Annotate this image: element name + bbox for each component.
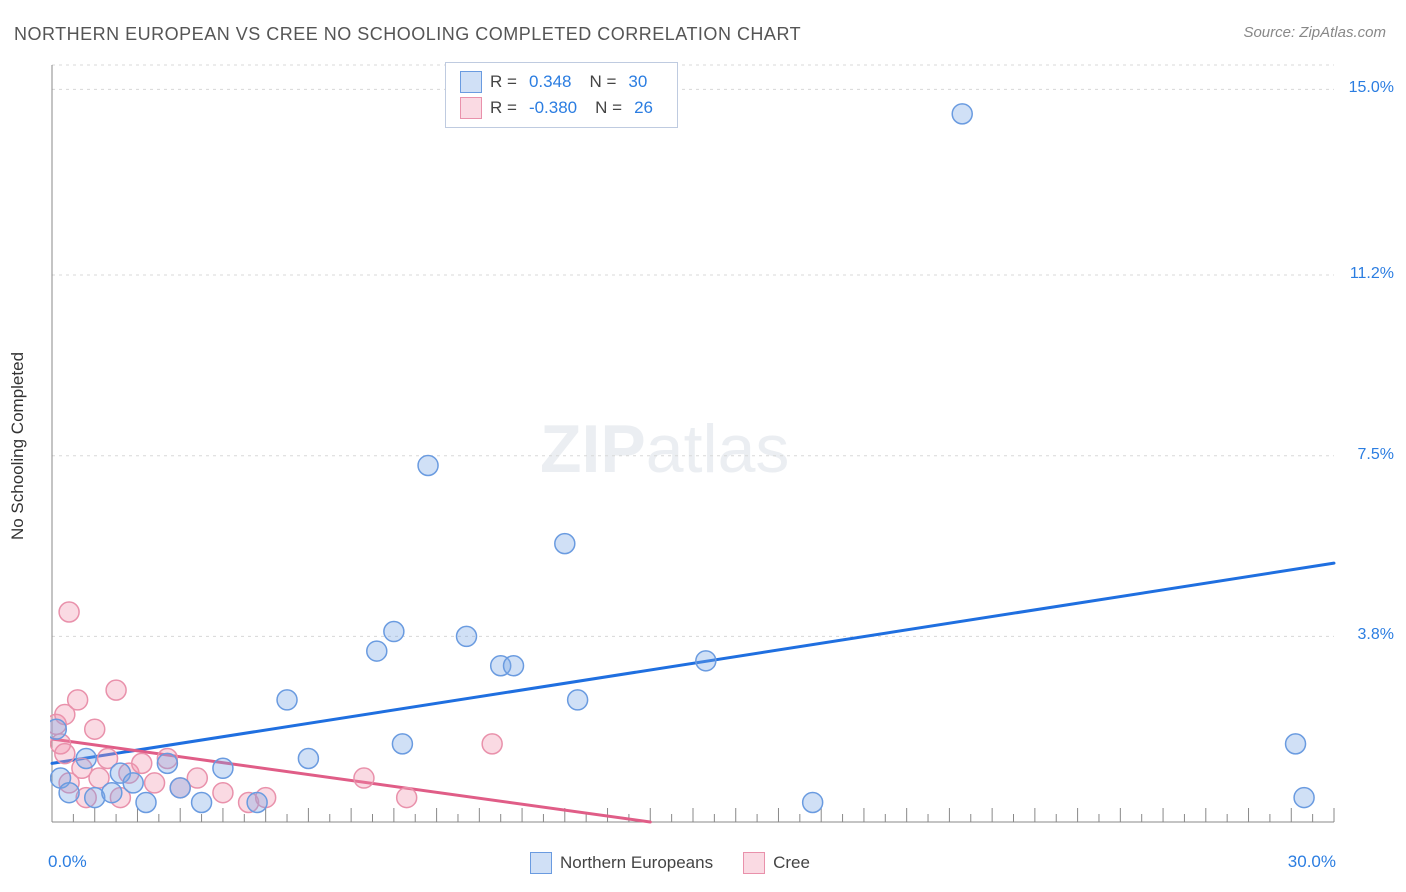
y-axis-label: No Schooling Completed xyxy=(8,352,28,540)
legend-label-series2: Cree xyxy=(773,853,810,873)
x-axis-max-label: 30.0% xyxy=(1288,852,1336,872)
legend-item-series2: Cree xyxy=(743,852,810,874)
r-value-series1: 0.348 xyxy=(529,69,572,95)
source-attribution: Source: ZipAtlas.com xyxy=(1243,24,1386,41)
x-axis-min-label: 0.0% xyxy=(48,852,87,872)
legend-swatch-series1 xyxy=(530,852,552,874)
n-value-series1: 30 xyxy=(628,69,647,95)
scatter-chart xyxy=(50,60,1336,832)
n-value-series2: 26 xyxy=(634,95,653,121)
legend-swatch-series2 xyxy=(743,852,765,874)
series-legend: Northern Europeans Cree xyxy=(530,852,810,874)
swatch-series1 xyxy=(460,71,482,93)
stats-row-series2: R = -0.380 N = 26 xyxy=(460,95,663,121)
y-tick-label: 3.8% xyxy=(1358,626,1394,644)
legend-item-series1: Northern Europeans xyxy=(530,852,713,874)
chart-title: NORTHERN EUROPEAN VS CREE NO SCHOOLING C… xyxy=(14,24,801,45)
stats-row-series1: R = 0.348 N = 30 xyxy=(460,69,663,95)
swatch-series2 xyxy=(460,97,482,119)
correlation-stats-box: R = 0.348 N = 30 R = -0.380 N = 26 xyxy=(445,62,678,128)
y-tick-label: 15.0% xyxy=(1349,79,1394,97)
r-value-series2: -0.380 xyxy=(529,95,577,121)
legend-label-series1: Northern Europeans xyxy=(560,853,713,873)
y-tick-label: 7.5% xyxy=(1358,446,1394,464)
y-tick-label: 11.2% xyxy=(1350,265,1394,283)
